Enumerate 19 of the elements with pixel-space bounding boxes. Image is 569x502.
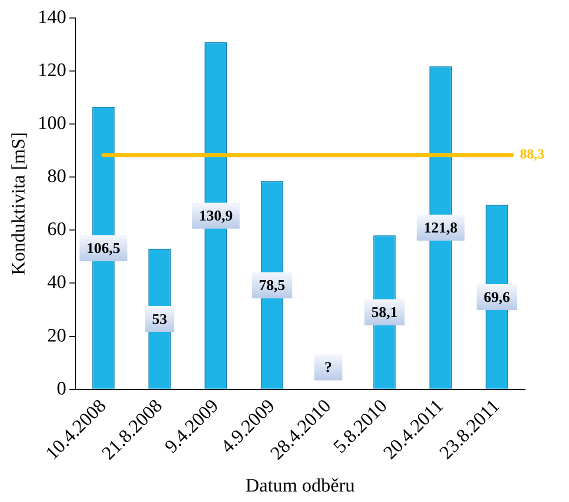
data-label: 58,1 xyxy=(371,305,398,322)
y-tick-label: 120 xyxy=(38,60,66,82)
y-tick-label: 60 xyxy=(47,219,66,240)
ref-line-label: 88,3 xyxy=(520,148,544,163)
y-tick-label: 80 xyxy=(47,166,66,188)
data-label: 78,5 xyxy=(258,278,286,294)
x-axis-title: Datum odběru xyxy=(246,476,356,497)
data-label: 69,6 xyxy=(484,290,511,306)
text: ? xyxy=(324,360,332,376)
data-label: 53 xyxy=(152,312,168,328)
y-tick-label: 140 xyxy=(38,6,66,28)
y-tick-label: 20 xyxy=(47,325,66,346)
data-label: 121,8 xyxy=(424,220,458,237)
y-tick-label: 40 xyxy=(47,272,66,294)
y-axis-title: Konduktivita [mS] xyxy=(8,132,30,276)
y-tick-label: 0 xyxy=(56,378,66,400)
data-label: 130,9 xyxy=(198,208,233,225)
y-tick-label: 100 xyxy=(38,113,66,134)
data-label: 106,5 xyxy=(86,240,120,257)
